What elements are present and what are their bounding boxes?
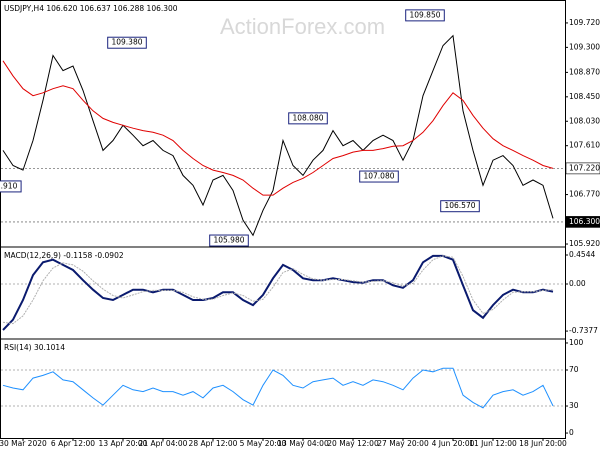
x-tick-label: 5 May 20:00 xyxy=(240,439,287,448)
price-box xyxy=(565,216,600,228)
annotation-label: 106.570 xyxy=(444,201,475,210)
frame xyxy=(0,0,566,439)
annotation-box xyxy=(359,170,399,183)
price-label: 107.220 xyxy=(569,163,600,172)
series-line xyxy=(2,367,554,409)
panel-title: USDJPY,H4 106.620 106.637 106.288 106.30… xyxy=(4,4,178,13)
y-tick-label: 108.030 xyxy=(569,116,600,125)
x-tick-label: 18 Jun 20:00 xyxy=(519,439,567,448)
annotation-label: 109.380 xyxy=(111,38,142,47)
y-tick-label: -0.7377 xyxy=(569,326,598,335)
y-tick-label: 0 xyxy=(569,428,574,437)
y-tick-label: 70 xyxy=(569,365,579,374)
price-label: 106.300 xyxy=(569,217,600,226)
y-tick-label: 108.870 xyxy=(569,67,600,76)
y-tick-label: 100 xyxy=(569,338,584,347)
series-line xyxy=(2,34,554,237)
series-line xyxy=(2,254,554,331)
annotation-label: 109.850 xyxy=(409,10,440,19)
x-tick-label: 4 Jun 20:00 xyxy=(432,439,475,448)
x-tick-label: 6 Apr 12:00 xyxy=(51,439,95,448)
annotation-box xyxy=(405,9,445,22)
y-tick-label: 109.720 xyxy=(569,18,600,27)
annotation-label: 105.980 xyxy=(213,236,244,245)
annotation-box xyxy=(440,200,480,213)
x-tick-label: 11 Jun 12:00 xyxy=(469,439,517,448)
annotation-label: 108.080 xyxy=(292,113,323,122)
x-tick-label: 13 May 04:00 xyxy=(277,439,329,448)
y-tick-label: 108.450 xyxy=(569,92,600,101)
x-tick-label: 27 May 20:00 xyxy=(377,439,429,448)
y-tick-label: 30 xyxy=(569,401,579,410)
x-tick-label: 21 Apr 04:00 xyxy=(139,439,188,448)
annotation-box xyxy=(0,180,22,193)
price-box xyxy=(565,162,600,175)
y-tick-label: 106.770 xyxy=(569,190,600,199)
y-tick-label: 109.300 xyxy=(569,42,600,51)
y-tick-label: 0.4544 xyxy=(569,250,595,259)
series-line xyxy=(2,60,554,196)
annotation-box xyxy=(107,36,147,49)
y-tick-label: 105.920 xyxy=(569,239,600,248)
y-tick-label: 0.00 xyxy=(569,279,586,288)
x-tick-label: 28 Apr 12:00 xyxy=(189,439,238,448)
panel-title: MACD(12,26,9) -0.1158 -0.0902 xyxy=(4,251,124,260)
watermark: ActionForex.com xyxy=(220,14,385,39)
x-tick-label: 30 Mar 2020 xyxy=(0,439,47,448)
annotation-box xyxy=(288,112,328,125)
annotation-label: 107.080 xyxy=(363,172,394,181)
y-tick-label: 107.610 xyxy=(569,141,600,150)
series-line xyxy=(2,255,554,325)
annotation-label: .910 xyxy=(1,181,18,190)
x-tick-label: 13 Apr 20:00 xyxy=(99,439,148,448)
annotation-box xyxy=(209,234,249,247)
x-tick-label: 20 May 12:00 xyxy=(327,439,379,448)
panel-title: RSI(14) 30.1014 xyxy=(4,343,65,352)
